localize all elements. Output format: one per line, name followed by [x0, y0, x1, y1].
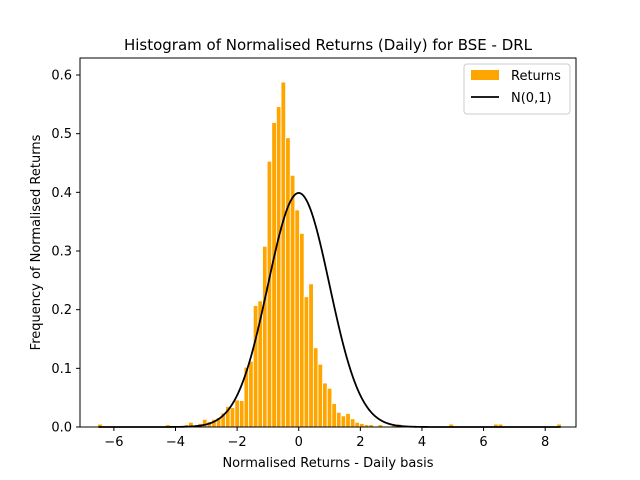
y-tick-label: 0.1 — [51, 362, 72, 377]
y-tick-label: 0.4 — [51, 186, 72, 201]
histogram-bar — [331, 403, 337, 428]
histogram-bar — [252, 305, 259, 428]
y-tick-label: 0.5 — [51, 127, 72, 142]
histogram-bar — [354, 421, 360, 428]
y-tick-label: 0.6 — [51, 69, 72, 84]
histogram-bar — [340, 415, 347, 428]
x-axis-label: Normalised Returns - Daily basis — [222, 456, 433, 471]
histogram-bar — [345, 413, 351, 428]
x-tick-label: −2 — [228, 435, 247, 450]
histogram-bar — [349, 418, 356, 428]
histogram-bar — [275, 106, 282, 428]
y-axis-label: Frequency of Normalised Returns — [29, 134, 44, 350]
histogram-bar — [229, 407, 236, 428]
legend-returns-label: Returns — [511, 69, 561, 84]
histogram-bar — [308, 283, 314, 428]
histogram-bar — [289, 174, 296, 428]
histogram-bar — [239, 400, 245, 428]
histogram-bar — [317, 363, 324, 428]
y-tick-label: 0.0 — [51, 421, 72, 436]
legend: Returns N(0,1) — [463, 63, 571, 115]
histogram-bar — [271, 122, 277, 428]
plot-area — [79, 57, 577, 428]
histogram-bar — [326, 387, 333, 428]
x-tick-label: 0 — [295, 435, 303, 450]
histogram-bar — [262, 245, 268, 428]
histogram-bar — [266, 160, 273, 428]
axes-frame — [79, 57, 577, 428]
x-tick-label: −6 — [104, 435, 123, 450]
histogram-bar — [285, 137, 291, 428]
x-axis-ticks: −6 −4 −2 0 2 4 6 8 — [104, 427, 549, 450]
x-tick-label: 6 — [479, 435, 487, 450]
x-tick-label: 8 — [541, 435, 549, 450]
histogram-bar — [312, 347, 319, 428]
legend-returns-swatch — [471, 70, 499, 80]
histogram-bar — [299, 232, 305, 428]
y-axis-ticks: 0.0 0.1 0.2 0.3 0.4 0.5 0.6 — [51, 69, 80, 436]
histogram-bar — [322, 382, 328, 428]
y-tick-label: 0.2 — [51, 303, 72, 318]
histogram-bar — [303, 296, 310, 428]
y-tick-label: 0.3 — [51, 245, 72, 260]
legend-normal-label: N(0,1) — [511, 91, 552, 106]
histogram-bar — [336, 411, 342, 428]
x-tick-label: 2 — [356, 435, 364, 450]
histogram-bar — [234, 399, 240, 428]
histogram-bar — [280, 81, 287, 428]
chart-title: Histogram of Normalised Returns (Daily) … — [124, 36, 533, 54]
histogram-bar — [359, 423, 365, 428]
x-tick-label: 4 — [418, 435, 426, 450]
histogram-bar — [248, 360, 254, 428]
x-tick-label: −4 — [166, 435, 185, 450]
histogram-bar — [294, 209, 300, 428]
